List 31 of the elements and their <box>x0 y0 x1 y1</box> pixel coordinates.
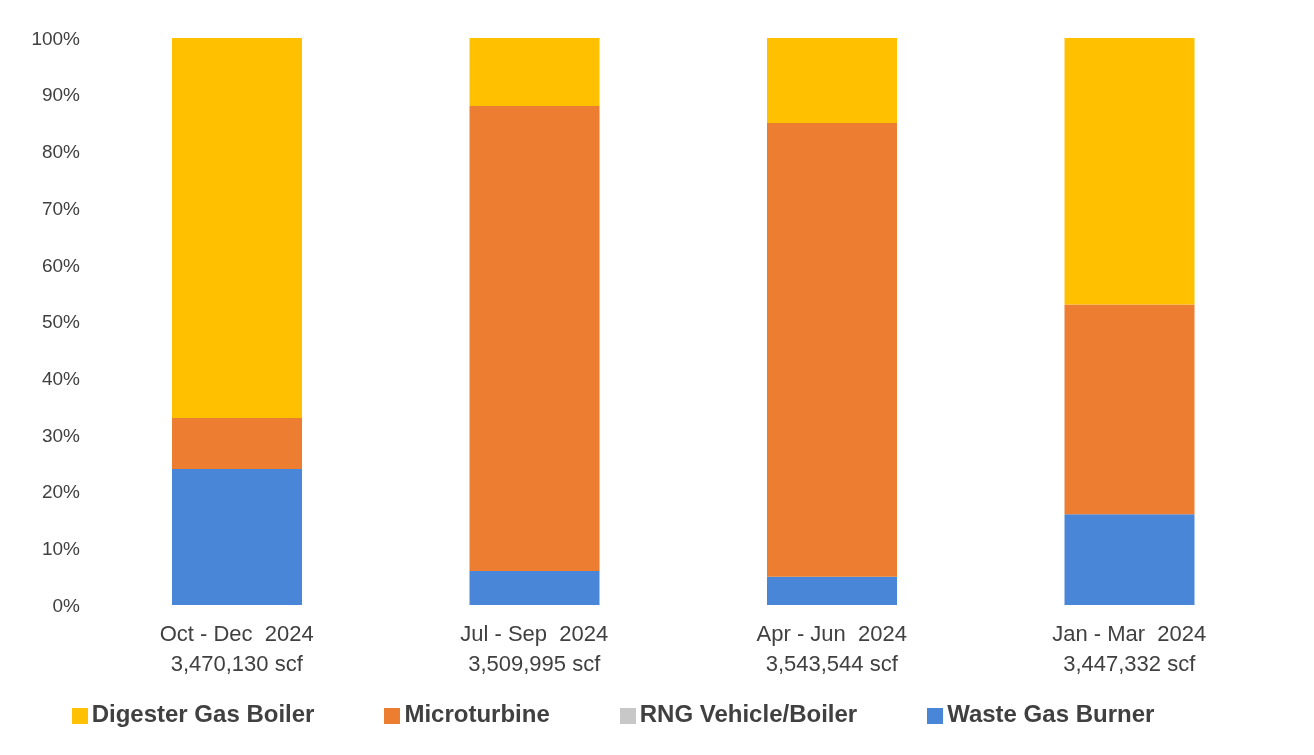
bar <box>469 106 600 571</box>
bar <box>172 38 302 418</box>
y-tick-label: 100% <box>31 27 81 49</box>
y-tick-label: 50% <box>41 311 81 333</box>
bar <box>1064 38 1195 305</box>
y-tick-label: 30% <box>41 424 81 446</box>
y-tick-label: 40% <box>41 367 81 389</box>
legend-label: Digester Gas Boiler <box>91 700 315 727</box>
x-tick-label: Oct - Dec 2024 3,470,130 scf <box>159 621 314 676</box>
bar <box>767 123 897 577</box>
bar <box>1064 304 1195 515</box>
bar <box>172 468 302 605</box>
x-tick-label: Jul - Sep 2024 3,509,995 scf <box>460 621 609 676</box>
x-tick-label: Apr - Jun 2024 3,543,544 scf <box>756 621 907 676</box>
y-tick-label: 0% <box>52 594 81 616</box>
x-tick-label: Jan - Mar 2024 3,447,332 scf <box>1052 621 1207 676</box>
bar <box>469 570 600 605</box>
legend-label: Microturbine <box>404 700 550 727</box>
y-tick-label: 70% <box>41 197 81 219</box>
bar <box>767 38 897 124</box>
y-tick-label: 10% <box>41 538 81 560</box>
bar <box>172 417 302 469</box>
y-tick-label: 90% <box>41 84 81 106</box>
y-tick-label: 60% <box>41 254 81 276</box>
y-tick-label: 20% <box>41 481 81 503</box>
y-tick-label: 80% <box>41 141 81 163</box>
bar <box>1064 514 1195 605</box>
bar <box>469 38 600 107</box>
legend-label: Waste Gas Burner <box>947 700 1155 727</box>
bar <box>767 576 897 605</box>
legend-label: RNG Vehicle/Boiler <box>639 700 858 727</box>
